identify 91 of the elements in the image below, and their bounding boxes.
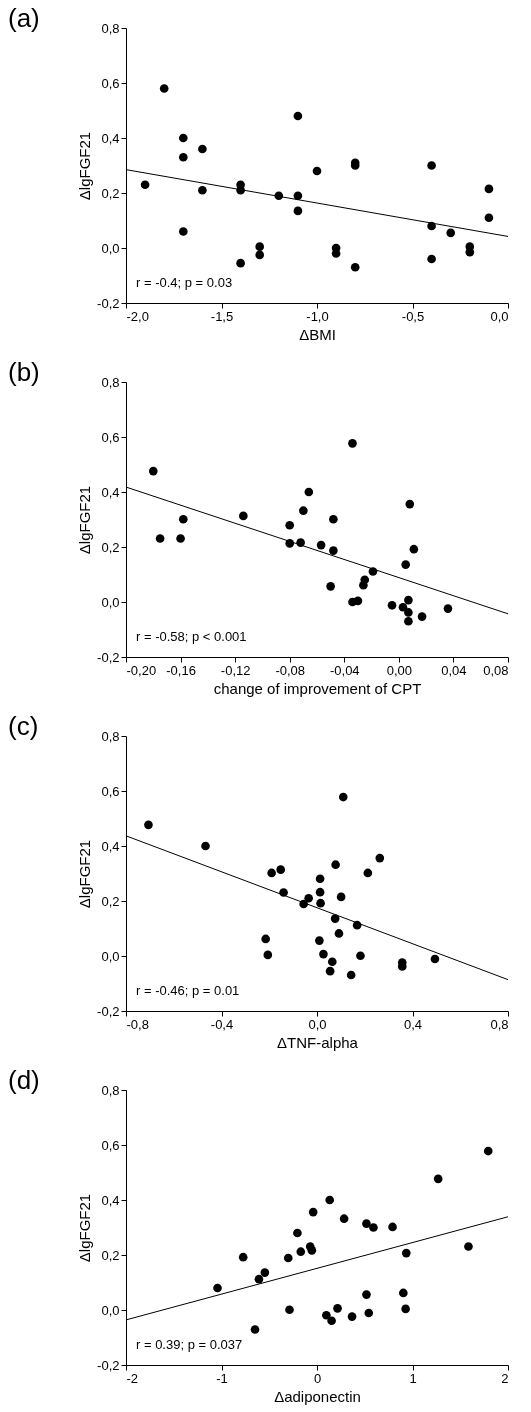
y-axis-title: ΔlgFGF21 [76, 131, 94, 201]
x-tick-label: -2,0 [126, 308, 149, 324]
point [347, 1312, 357, 1321]
point [322, 1310, 331, 1320]
y-tick-label: 0,4 [101, 1192, 120, 1208]
y-tick-label: 0,6 [101, 75, 120, 91]
y-tick-label: 0,4 [101, 130, 120, 146]
point [325, 1195, 335, 1205]
y-tick-label: 0,4 [101, 838, 120, 854]
y-tick-label: -0,2 [97, 1357, 120, 1373]
x-tick-label: -0,12 [220, 662, 251, 678]
y-tick-label: 0,8 [101, 728, 120, 744]
chart-title: (b) [8, 357, 40, 387]
y-tick-label: -0,2 [97, 1003, 120, 1019]
y-tick-label: 0,2 [101, 185, 120, 201]
point [213, 1283, 222, 1293]
point [483, 1146, 493, 1156]
x-tick-label: -1 [216, 1370, 228, 1386]
point [401, 1248, 411, 1258]
chart-title: (c) [8, 711, 39, 741]
x-axis-title: ΔBMI [299, 325, 336, 343]
y-tick-label: 0,0 [101, 240, 120, 256]
y-tick-label: 0,4 [101, 484, 120, 500]
point [285, 1305, 294, 1315]
y-tick-label: 0,2 [101, 893, 120, 909]
y-axis-title: ΔlgFGF21 [76, 485, 94, 555]
y-tick-label: 0,2 [101, 1247, 120, 1263]
point [296, 1247, 306, 1257]
chart-title: (a) [8, 3, 40, 33]
x-tick-label: -0,16 [166, 662, 196, 678]
point [260, 1268, 270, 1277]
point [433, 1174, 443, 1184]
annotation: r = 0.39; p = 0.037 [136, 1337, 243, 1352]
point [238, 1252, 248, 1262]
x-tick-label: -0,04 [329, 662, 360, 678]
y-tick-label: -0,2 [97, 649, 120, 665]
y-tick-label: 0,8 [101, 20, 120, 36]
x-tick-label: 0,8 [490, 1016, 509, 1032]
y-tick-label: -0,2 [97, 295, 120, 311]
y-tick-label: 0,0 [101, 948, 120, 964]
x-tick-label: -0,5 [401, 308, 425, 324]
point [307, 1246, 317, 1255]
y-tick-label: 0,6 [101, 429, 120, 445]
x-tick-label: -0,8 [126, 1016, 149, 1032]
x-tick-label: 0,00 [386, 662, 413, 678]
point [399, 1288, 408, 1298]
x-tick-label: -0,08 [275, 662, 306, 678]
x-tick-label: 0,4 [403, 1016, 423, 1032]
point [250, 1325, 260, 1334]
x-tick-label: 1 [409, 1370, 417, 1386]
point [388, 1222, 397, 1232]
chart-title: (d) [8, 1065, 40, 1095]
y-tick-label: 0,8 [101, 374, 120, 390]
x-tick-label: 2 [501, 1370, 509, 1386]
point [362, 1219, 371, 1228]
x-tick-label: 0,08 [483, 662, 509, 678]
point [362, 1290, 371, 1299]
point [327, 1316, 336, 1326]
y-tick-label: 0,6 [101, 1137, 120, 1153]
y-tick-label: 0,6 [101, 783, 120, 799]
point [283, 1253, 293, 1263]
annotation: r = -0.58; p < 0.001 [136, 629, 247, 644]
x-tick-label: 0,0 [490, 308, 509, 324]
point [254, 1274, 264, 1284]
point [369, 1223, 378, 1232]
point [339, 1214, 349, 1224]
annotation: r = -0.4; p = 0.03 [136, 275, 233, 290]
y-axis-title: ΔlgFGF21 [76, 1193, 94, 1263]
y-axis-title: ΔlgFGF21 [76, 839, 94, 909]
x-axis-title: change of improvement of CPT [213, 679, 422, 697]
x-tick-label: -2 [126, 1370, 139, 1386]
x-tick-label: -0,4 [210, 1016, 234, 1032]
y-tick-label: 0,8 [101, 1082, 120, 1098]
x-tick-label: 0 [313, 1370, 322, 1386]
point [293, 1228, 302, 1238]
point [364, 1308, 374, 1318]
x-tick-label: -1,5 [210, 308, 234, 324]
x-tick-label: 0,0 [308, 1016, 327, 1032]
x-tick-label: -0,20 [126, 662, 157, 678]
x-axis-title: ΔTNF-alpha [277, 1033, 359, 1051]
point [401, 1304, 410, 1314]
x-tick-label: 0,04 [441, 662, 467, 678]
annotation: r = -0.46; p = 0.01 [136, 983, 240, 998]
y-tick-label: 0,0 [101, 594, 120, 610]
point [333, 1304, 342, 1313]
y-tick-label: 0,2 [101, 539, 120, 555]
point [464, 1242, 473, 1251]
point [308, 1207, 318, 1217]
y-tick-label: 0,0 [101, 1302, 120, 1318]
x-axis-title: Δadiponectin [274, 1387, 361, 1405]
x-tick-label: -1,0 [306, 308, 329, 324]
